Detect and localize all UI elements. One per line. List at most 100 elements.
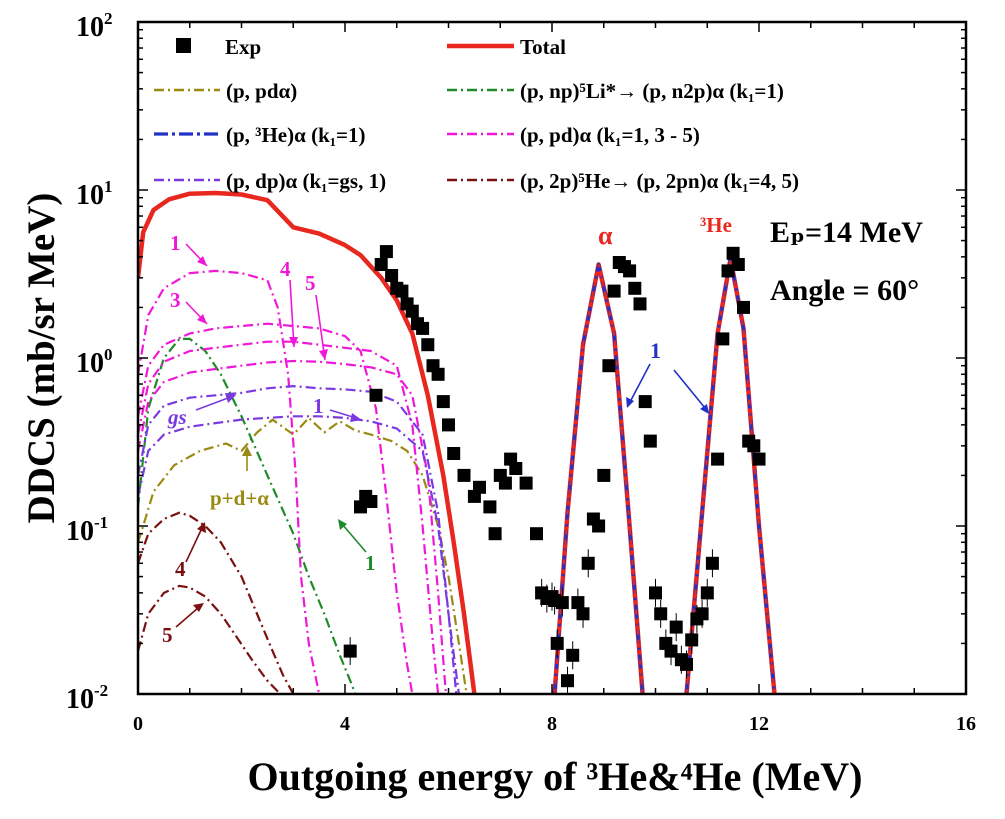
exp-point [416,321,430,335]
exp-point [726,246,740,260]
pda-label: p+d+α [210,486,269,510]
curve-label-he5-5: 5 [162,623,173,647]
arrowhead [289,337,298,347]
exp-point [695,607,709,621]
arrowhead [338,519,347,530]
x-tick-label: 8 [547,713,557,735]
curve-label-gs: gs [167,405,187,429]
series-line [138,511,295,694]
arrow-alpha-peak [629,363,651,403]
exp-point [581,556,595,570]
exp-point [473,480,486,494]
series-line-overlay [685,258,776,694]
curve-label-5: 5 [305,271,316,295]
x-tick-label: 0 [133,713,143,735]
legend-marker-exp [176,38,191,53]
series-line [138,322,414,694]
series-line [138,584,282,694]
peak-k1-label: 1 [650,338,661,363]
exp-point [571,596,585,610]
exp-point [664,644,678,658]
series-line [138,415,460,694]
legend-label: Total [520,35,566,59]
exp-point [379,245,393,259]
energy-annotation: Eₚ=14 MeV [770,216,923,249]
arrowhead [197,522,206,533]
exp-point [711,452,725,466]
arrow-he5-5 [175,607,199,628]
exp-point [369,388,383,402]
exp-point [374,258,388,271]
exp-point [566,648,580,662]
exp-point [354,500,367,514]
exp-point [700,586,714,600]
legend-label: Exp [225,35,261,59]
curves-layer [138,190,777,694]
arrow-he5-4 [185,527,203,563]
arrowhead [193,603,204,612]
exp-point [519,476,533,490]
exp-point [550,636,564,650]
exp-point [488,527,502,541]
exp-point [628,281,642,295]
exp-point [498,476,512,490]
exp-point [731,258,745,271]
legend-label: (p, np)⁵Li*→ (p, n2p)α (k₁=1) [520,79,784,103]
y-tick-label: 100 [76,345,113,379]
exp-point [364,495,378,508]
series-line [138,190,477,694]
arrow-4 [289,279,295,348]
legend-label: (p, pdα) [226,79,297,103]
legend-label: (p, 2p)⁵He→ (p, 2pn)α (k₁=4, 5) [520,169,799,193]
series-line [138,385,458,694]
y-tick-label: 10-1 [66,513,108,547]
arrowhead [626,397,634,408]
exp-point [530,527,543,541]
exp-point [607,284,621,298]
arrowhead [197,256,207,266]
exp-point [752,452,766,466]
series-line [684,256,777,694]
series-line [138,337,357,694]
exp-point [747,439,761,453]
exp-point [638,395,652,409]
legend-label: (p, ³He)α (k₁=1) [226,123,366,147]
exp-point [643,434,657,448]
exp-point [680,657,693,671]
series-line [684,257,777,694]
arrow-li5-1 [341,523,367,553]
exp-point [555,596,569,610]
exp-point [576,607,590,621]
curve-label-3: 3 [170,288,181,312]
exp-point [442,418,455,432]
x-tick-label: 4 [340,713,350,735]
he3-peak-label: ³He [700,213,732,237]
y-tick-label: 10-2 [66,681,108,715]
legend-label: (p, pd)α (k₁=1, 3 - 5) [520,123,700,147]
exp-point [421,338,435,352]
y-tick-label: 101 [76,177,113,211]
exp-point [385,269,399,282]
arrow-he3-peak [673,369,706,409]
exp-point [405,304,419,318]
curve-label-dp-1: 1 [313,394,324,418]
x-axis-title: Outgoing energy of ³He&⁴He (MeV) [248,754,863,799]
exp-point [654,607,668,621]
exp-point [685,633,699,647]
exp-point [705,556,719,570]
exp-point [623,264,637,278]
series-line [138,340,440,694]
arrowhead [350,413,362,422]
exp-point [509,462,523,475]
y-axis-title: DDCS (mb/sr MeV) [20,193,63,524]
exp-point [343,644,357,658]
exp-point [561,674,574,688]
exp-point [633,297,647,311]
exp-point [457,468,471,482]
exp-point [737,300,750,314]
curve-label-4: 4 [280,257,291,281]
exp-points-layer [343,245,766,694]
curve-label-he5-4: 4 [175,557,186,581]
exp-point [447,447,461,460]
arrowhead [242,446,252,456]
